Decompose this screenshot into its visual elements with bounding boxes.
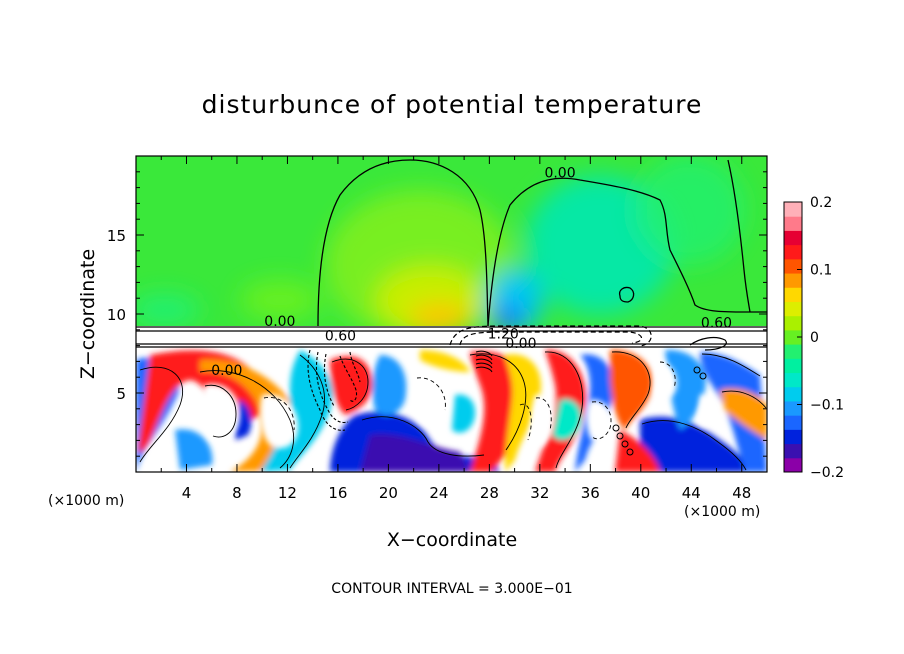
x-axis-unit-left: (×1000 m)	[48, 493, 124, 509]
colorbar-swatch	[784, 273, 802, 288]
contour-circles	[612, 366, 707, 456]
colorbar-swatch	[784, 329, 802, 345]
contour-interval-note: CONTOUR INTERVAL = 3.000E−01	[331, 581, 572, 597]
x-tick-label: 32	[530, 484, 549, 502]
x-tick-label: 40	[631, 484, 650, 502]
y-tick-label: 15	[107, 227, 126, 245]
colorbar-tick-label: 0.1	[810, 263, 832, 279]
contour-label: 0.60	[325, 328, 356, 344]
tropopause-band	[136, 326, 767, 348]
upper-field-shading	[136, 156, 745, 340]
x-axis-unit-right: (×1000 m)	[684, 504, 760, 520]
contour-lines-dashed-cluster	[307, 349, 361, 431]
contour-label: 0.00	[211, 363, 242, 379]
colorbar-swatch	[784, 457, 802, 473]
colorbar-tick-label: −0.1	[810, 398, 844, 414]
colorbar-swatch	[784, 429, 802, 445]
contour-lines-tropopause	[136, 325, 767, 351]
lower-field-white-cores	[148, 360, 718, 472]
colorbar-swatch	[784, 202, 802, 217]
colorbar-swatch	[784, 344, 802, 359]
colorbar-swatch	[784, 258, 802, 274]
colorbar-swatch	[784, 386, 802, 402]
contour-lines-upper	[317, 159, 767, 327]
chart-title: disturbunce of potential temperature	[202, 90, 703, 119]
x-tick-label: 8	[232, 484, 242, 502]
contour-lines-lower	[139, 351, 767, 471]
y-axis-label: Z−coordinate	[77, 249, 99, 379]
colorbar-swatch	[784, 400, 802, 416]
x-tick-label: 4	[182, 484, 192, 502]
x-tick-label: 24	[429, 484, 448, 502]
x-tick-label: 44	[682, 484, 701, 502]
colorbar-swatch	[784, 315, 802, 331]
y-tick-label: 5	[116, 385, 126, 403]
x-tick-label: 20	[379, 484, 398, 502]
contour-label: 0.00	[505, 336, 536, 352]
colorbar-swatch	[784, 443, 802, 459]
colorbar-swatch	[784, 372, 802, 388]
x-tick-label: 48	[732, 484, 751, 502]
y-tick-label: 10	[107, 306, 126, 324]
contour-labels: 0.000.00 0.600.60 1.200.000.00	[211, 166, 732, 380]
contour-lines-stack	[475, 350, 493, 373]
colorbar-swatch	[784, 287, 802, 302]
y-axis: 5 10 15	[107, 171, 767, 457]
colorbar-swatch	[784, 415, 802, 430]
x-tick-label: 28	[480, 484, 499, 502]
plot-area	[136, 156, 767, 472]
colorbar-ticks: 0.2 0.1 0 −0.1 −0.2	[797, 195, 844, 481]
contour-label: 0.00	[264, 314, 295, 330]
contour-label: 1.20	[488, 327, 519, 343]
colorbar-swatch	[784, 358, 802, 374]
contour-label: 0.00	[544, 166, 575, 182]
x-tick-label: 36	[581, 484, 600, 502]
x-axis: 4 8 12 16 20 24 28 32 36 40 44 48	[160, 156, 751, 502]
colorbar-tick-label: −0.2	[810, 465, 844, 481]
colorbar-swatch	[784, 230, 802, 246]
contour-label: 0.60	[701, 316, 732, 332]
colorbar-swatch	[784, 301, 802, 317]
x-tick-label: 12	[278, 484, 297, 502]
x-axis-label: X−coordinate	[387, 529, 517, 551]
colorbar-swatch	[784, 216, 802, 231]
colorbar-swatch	[784, 244, 802, 260]
colorbar-tick-label: 0	[810, 330, 819, 346]
x-tick-label: 16	[328, 484, 347, 502]
colorbar-tick-label: 0.2	[810, 195, 832, 211]
